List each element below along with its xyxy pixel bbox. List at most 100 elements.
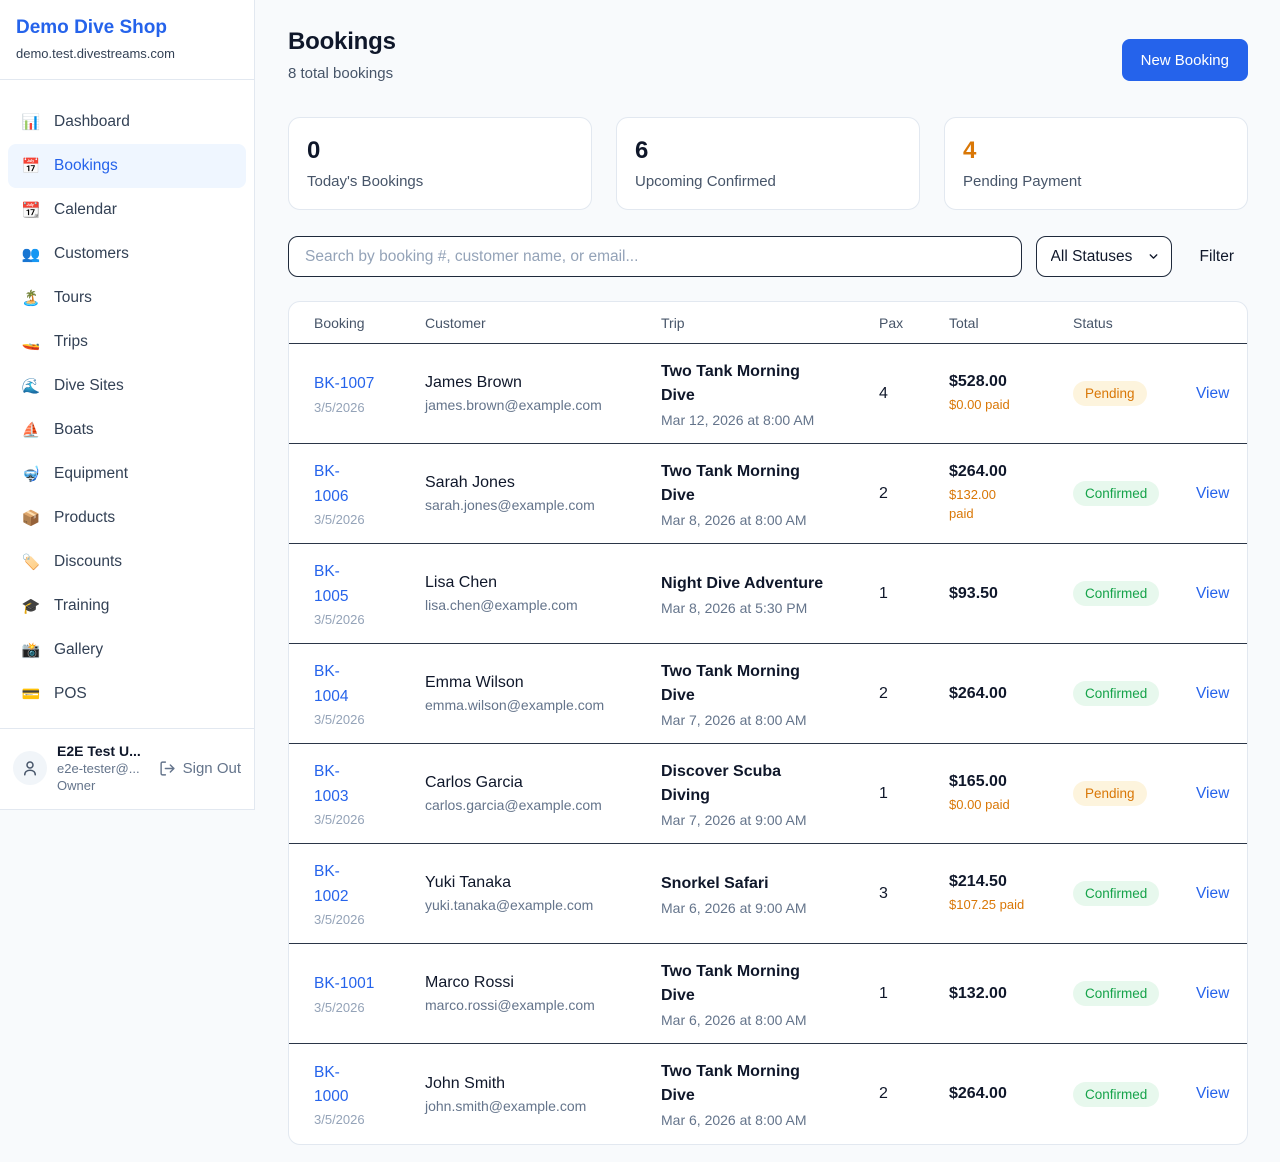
booking-ref-link[interactable]: BK-1007: [314, 375, 375, 393]
sidebar-item-products[interactable]: 📦 Products: [8, 496, 246, 540]
customer-cell: Lisa Chen lisa.chen@example.com: [425, 574, 661, 613]
trip-date: Mar 7, 2026 at 8:00 AM: [661, 711, 807, 728]
booking-ref-link[interactable]: BK- 1006: [314, 463, 349, 505]
customer-name: Emma Wilson: [425, 674, 524, 691]
sidebar-item-bookings[interactable]: 📅 Bookings: [8, 144, 246, 188]
search-input[interactable]: [288, 236, 1022, 277]
stat-card-today-s-bookings: 0 Today's Bookings: [288, 117, 592, 210]
actions-cell: View: [1196, 385, 1229, 403]
view-link[interactable]: View: [1196, 584, 1230, 602]
sidebar-item-label: Dashboard: [54, 113, 130, 130]
booking-date: 3/5/2026: [314, 511, 365, 527]
booking-ref-link[interactable]: BK- 1000: [314, 1063, 349, 1105]
sidebar-item-pos[interactable]: 💳 POS: [8, 672, 246, 716]
status-badge: Confirmed: [1073, 881, 1160, 906]
booking-ref-link[interactable]: BK-1001: [314, 975, 375, 993]
user-role: Owner: [57, 778, 96, 793]
paid-amount: $132.00 paid: [949, 487, 996, 521]
sidebar-item-label: Discounts: [54, 553, 123, 570]
page-title: Bookings: [288, 28, 396, 55]
trip-date: Mar 6, 2026 at 8:00 AM: [661, 1112, 807, 1128]
booking-cell: BK-1001 3/5/2026: [314, 972, 425, 1014]
customer-cell: James Brown james.brown@example.com: [425, 374, 661, 413]
status-cell: Confirmed: [1073, 681, 1196, 706]
view-link[interactable]: View: [1196, 984, 1230, 1002]
sidebar-item-equipment[interactable]: 🤿 Equipment: [8, 452, 246, 496]
view-link[interactable]: View: [1196, 684, 1230, 702]
trip-name: Discover Scuba Diving: [661, 762, 782, 804]
boats-icon: ⛵: [21, 422, 41, 439]
brand-block: Demo Dive Shop demo.test.divestreams.com: [0, 0, 254, 80]
view-link[interactable]: View: [1196, 884, 1230, 902]
table-row: BK- 1002 3/5/2026 Yuki Tanaka yuki.tanaka@e…: [289, 844, 1247, 944]
trip-name: Two Tank Morning Dive: [661, 662, 800, 704]
sidebar-item-trips[interactable]: 🚤 Trips: [8, 320, 246, 364]
sidebar-item-label: Training: [54, 597, 110, 614]
trip-date: Mar 6, 2026 at 8:00 AM: [661, 1011, 807, 1028]
user-icon: [24, 761, 36, 776]
booking-date: 3/5/2026: [314, 911, 365, 927]
sidebar-item-discounts[interactable]: 🏷️ Discounts: [8, 540, 246, 584]
total-amount: $264.00: [949, 463, 1007, 481]
sidebar-item-calendar[interactable]: 📆 Calendar: [8, 188, 246, 232]
sidebar-item-gallery[interactable]: 📸 Gallery: [8, 628, 246, 672]
view-link[interactable]: View: [1196, 384, 1230, 402]
trip-cell: Discover Scuba Diving Mar 7, 2026 at 9:00…: [661, 760, 879, 828]
booking-cell: BK-1007 3/5/2026: [314, 372, 425, 414]
stat-value: 6: [635, 137, 649, 164]
stat-value: 4: [963, 137, 977, 164]
sign-out-button[interactable]: Sign Out: [159, 760, 241, 777]
actions-cell: View: [1196, 985, 1229, 1003]
total-cell: $528.00 $0.00 paid: [949, 373, 1073, 415]
view-link[interactable]: View: [1196, 1085, 1230, 1102]
column-header-pax: Pax: [879, 314, 904, 331]
pax-cell: 1: [879, 584, 888, 602]
pax-cell: 1: [879, 784, 888, 802]
paid-amount: $0.00 paid: [949, 396, 1010, 412]
total-amount: $165.00: [949, 772, 1007, 790]
sidebar-item-boats[interactable]: ⛵ Boats: [8, 408, 246, 452]
total-amount: $214.50: [949, 872, 1007, 890]
page-subtitle: 8 total bookings: [288, 65, 394, 82]
status-select[interactable]: All Statuses: [1035, 236, 1172, 277]
booking-ref-link[interactable]: BK- 1002: [314, 863, 349, 905]
pax-cell: 2: [879, 484, 888, 502]
column-header-booking: Booking: [314, 314, 365, 331]
paid-amount: $0.00 paid: [949, 796, 1010, 812]
user-email: e2e-tester@...: [57, 761, 140, 776]
view-link[interactable]: View: [1196, 484, 1230, 502]
customer-name: Lisa Chen: [425, 574, 498, 591]
actions-cell: View: [1196, 585, 1229, 603]
trip-cell: Two Tank Morning Dive Mar 6, 2026 at 8:00…: [661, 960, 879, 1028]
booking-ref-link[interactable]: BK- 1005: [314, 563, 349, 605]
status-badge: Pending: [1073, 781, 1147, 806]
dashboard-icon: 📊: [21, 114, 41, 131]
sidebar-item-dive-sites[interactable]: 🌊 Dive Sites: [8, 364, 246, 408]
sidebar-item-customers[interactable]: 👥 Customers: [8, 232, 246, 276]
filter-row: All Statuses Filter: [288, 236, 1248, 277]
column-header-customer: Customer: [425, 314, 486, 331]
booking-cell: BK- 1006 3/5/2026: [314, 460, 425, 526]
sidebar-item-dashboard[interactable]: 📊 Dashboard: [8, 100, 246, 144]
sidebar-item-label: Bookings: [54, 157, 118, 174]
new-booking-button[interactable]: New Booking: [1121, 39, 1248, 81]
customer-name: John Smith: [425, 1074, 506, 1092]
table-row: BK- 1003 3/5/2026 Carlos Garcia carlos.garc…: [289, 744, 1247, 844]
total-cell: $264.00: [949, 1085, 1073, 1103]
trip-cell: Snorkel Safari Mar 6, 2026 at 9:00 AM: [661, 872, 879, 916]
sidebar-item-label: Trips: [54, 333, 88, 350]
view-link[interactable]: View: [1196, 784, 1230, 802]
filter-button[interactable]: Filter: [1186, 248, 1248, 266]
booking-ref-link[interactable]: BK- 1004: [314, 663, 349, 705]
sign-out-icon: [160, 760, 175, 776]
status-select-wrap: All Statuses: [1035, 236, 1172, 277]
pax-cell: 2: [879, 1085, 888, 1102]
sidebar-item-tours[interactable]: 🏝️ Tours: [8, 276, 246, 320]
booking-cell: BK- 1002 3/5/2026: [314, 860, 425, 926]
trip-date: Mar 7, 2026 at 9:00 AM: [661, 811, 807, 828]
customer-email: lisa.chen@example.com: [425, 597, 578, 613]
status-cell: Pending: [1073, 781, 1196, 806]
booking-date: 3/5/2026: [314, 1112, 365, 1128]
sidebar-item-training[interactable]: 🎓 Training: [8, 584, 246, 628]
booking-ref-link[interactable]: BK- 1003: [314, 763, 349, 805]
